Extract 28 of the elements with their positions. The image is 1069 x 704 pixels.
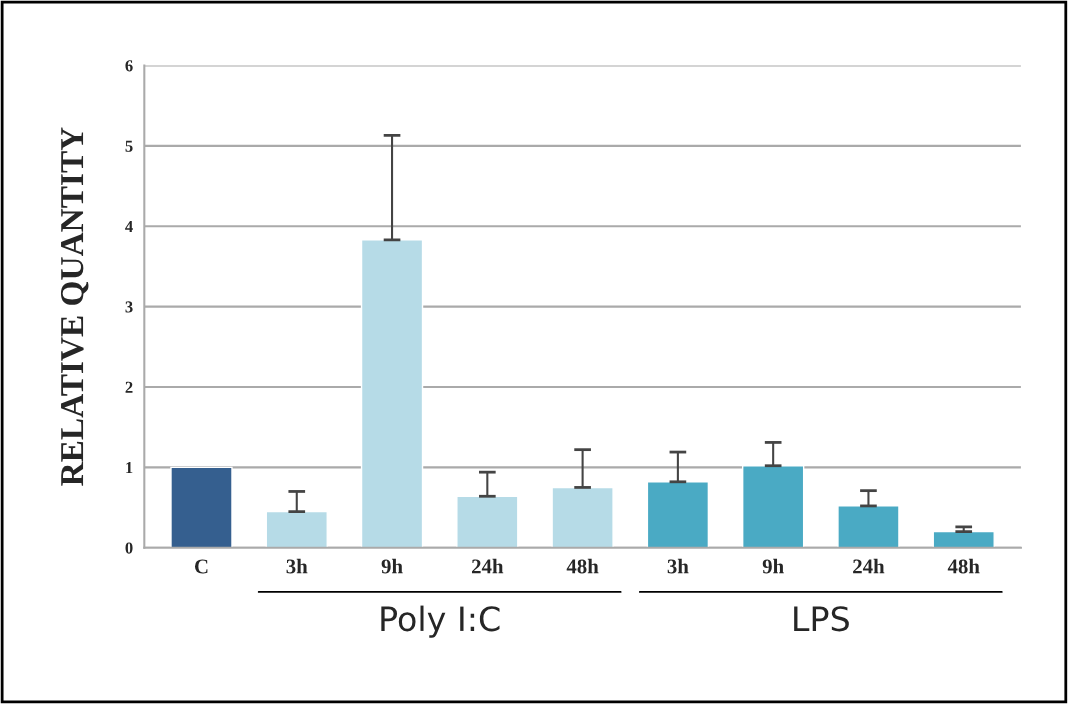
y-tick-label: 2 [125,381,133,393]
bar [360,239,424,548]
x-tick-label: 9h [762,558,784,574]
x-tick-label: 9h [381,558,403,574]
text: LPS [794,606,849,632]
x-tick-label: 48h [947,558,980,574]
x-tick-label: 24h [471,558,504,574]
x-tick-label: 48h [566,558,599,574]
bar [170,466,233,548]
bar [932,530,995,548]
x-tick-label: 24h [853,558,885,574]
bar [837,505,900,548]
bar [741,465,805,548]
y-tick-label: 5 [125,140,133,152]
x-tick-label: C [194,559,208,574]
y-tick-label: 0 [125,542,133,554]
y-tick-label: 6 [125,60,133,72]
text: Poly I:C [381,605,500,638]
y-tick-label: 3 [125,301,133,313]
y-tick-label: 4 [125,221,133,232]
y-axis-title: RELATIVE QUANTITY [60,127,89,486]
bar [265,510,328,548]
x-tick-label: 3h [667,558,689,574]
y-tick-label: 1 [126,462,133,474]
bar [456,495,519,548]
bar [646,481,710,548]
bar [551,486,614,548]
x-tick-label: 3h [286,558,308,574]
